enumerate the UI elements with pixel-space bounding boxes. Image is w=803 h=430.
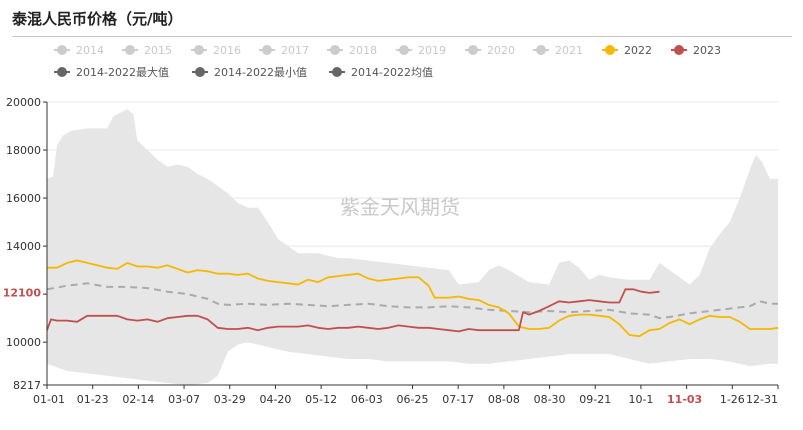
x-tick-label: 04-20: [259, 393, 291, 406]
legend-label: 2017: [281, 44, 309, 57]
x-tick-label: 01-23: [77, 393, 109, 406]
legend-item[interactable]: 2016: [191, 44, 241, 57]
x-tick-label: 03-29: [214, 393, 246, 406]
legend-item[interactable]: 2020: [465, 44, 515, 57]
legend-swatch-dot: [195, 67, 205, 77]
legend-swatch-dot: [605, 45, 615, 55]
x-tick-label: 12-31: [746, 393, 778, 406]
x-tick-label: 07-17: [442, 393, 474, 406]
legend-label: 2018: [349, 44, 377, 57]
legend-item[interactable]: 2023: [671, 44, 721, 57]
x-tick-label: 08-08: [488, 393, 520, 406]
x-tick-label: 1-26: [720, 393, 745, 406]
y-tick-label: 18000: [6, 144, 41, 157]
legend-item[interactable]: 2019: [396, 44, 446, 57]
legend-swatch-dot: [468, 45, 478, 55]
x-highlight-bg: [662, 389, 709, 407]
legend-label: 2021: [555, 44, 583, 57]
series-2014-2022均值-line: [46, 282, 778, 320]
y-tick-label: 8217: [13, 379, 41, 392]
tick-labels: 821710000120001400016000180002000001-010…: [0, 96, 779, 407]
legend-label: 2015: [144, 44, 172, 57]
legend-item[interactable]: 2014-2022最小值: [192, 66, 307, 79]
legend-swatch-dot: [674, 45, 684, 55]
range-band: [47, 109, 778, 386]
x-tick-label: 06-25: [397, 393, 429, 406]
x-tick-label: 08-30: [534, 393, 566, 406]
legend-item[interactable]: 2018: [327, 44, 377, 57]
legend-item[interactable]: 2022: [602, 44, 652, 57]
legend-swatch-dot: [262, 45, 272, 55]
x-tick-label: 05-12: [305, 393, 337, 406]
max-min-band: [47, 109, 778, 386]
legend-item[interactable]: 2015: [122, 44, 172, 57]
x-tick-label: 06-03: [351, 393, 383, 406]
series-2023-line: [46, 288, 660, 333]
x-tick-label: 09-21: [579, 393, 611, 406]
y-highlight-bg: [0, 282, 42, 300]
chart-title: 泰混人民币价格（元/吨）: [12, 10, 183, 28]
legend-swatch-dot: [194, 45, 204, 55]
legend-label: 2022: [624, 44, 652, 57]
legend-label: 2023: [693, 44, 721, 57]
legend-item[interactable]: 2014-2022最大值: [54, 65, 169, 79]
legend-swatch-dot: [125, 45, 135, 55]
series-2022-line: [47, 259, 779, 338]
legend-label: 2014-2022最大值: [76, 65, 169, 79]
y-highlight-label: 12100: [3, 287, 42, 300]
legend[interactable]: 2014 2015 2016 2017 2018 2019 2020 2021 2022 2023…: [54, 44, 721, 79]
x-tick-label: 01-01: [33, 393, 65, 406]
legend-item[interactable]: 2021: [533, 44, 583, 57]
y-tick-label: 10000: [6, 336, 41, 349]
x-tick-label: 10-1: [628, 393, 653, 406]
watermark: 紫金天风期货: [340, 195, 460, 219]
y-tick-label: 16000: [6, 192, 41, 205]
x-highlight-label: 11-03: [667, 393, 702, 406]
y-tick-label: 20000: [6, 96, 41, 109]
legend-label: 2016: [213, 44, 241, 57]
x-tick-label: 03-07: [168, 393, 200, 406]
x-tick-label: 02-14: [122, 393, 154, 406]
y-tick-label: 14000: [6, 240, 41, 253]
legend-item[interactable]: 2014: [54, 44, 104, 57]
legend-label: 2014-2022最小值: [214, 66, 307, 79]
legend-label: 2020: [487, 44, 515, 57]
legend-label: 2014: [76, 44, 104, 57]
legend-swatch-dot: [399, 45, 409, 55]
title-divider: [12, 36, 792, 37]
legend-swatch-dot: [330, 45, 340, 55]
series-lines: [46, 259, 779, 338]
legend-swatch-dot: [536, 45, 546, 55]
legend-item[interactable]: 2014-2022均值: [329, 66, 433, 79]
legend-label: 2019: [418, 44, 446, 57]
legend-swatch-dot: [57, 45, 67, 55]
legend-item[interactable]: 2017: [259, 44, 309, 57]
legend-swatch-dot: [332, 67, 342, 77]
legend-label: 2014-2022均值: [351, 66, 433, 79]
legend-swatch-dot: [57, 67, 67, 77]
